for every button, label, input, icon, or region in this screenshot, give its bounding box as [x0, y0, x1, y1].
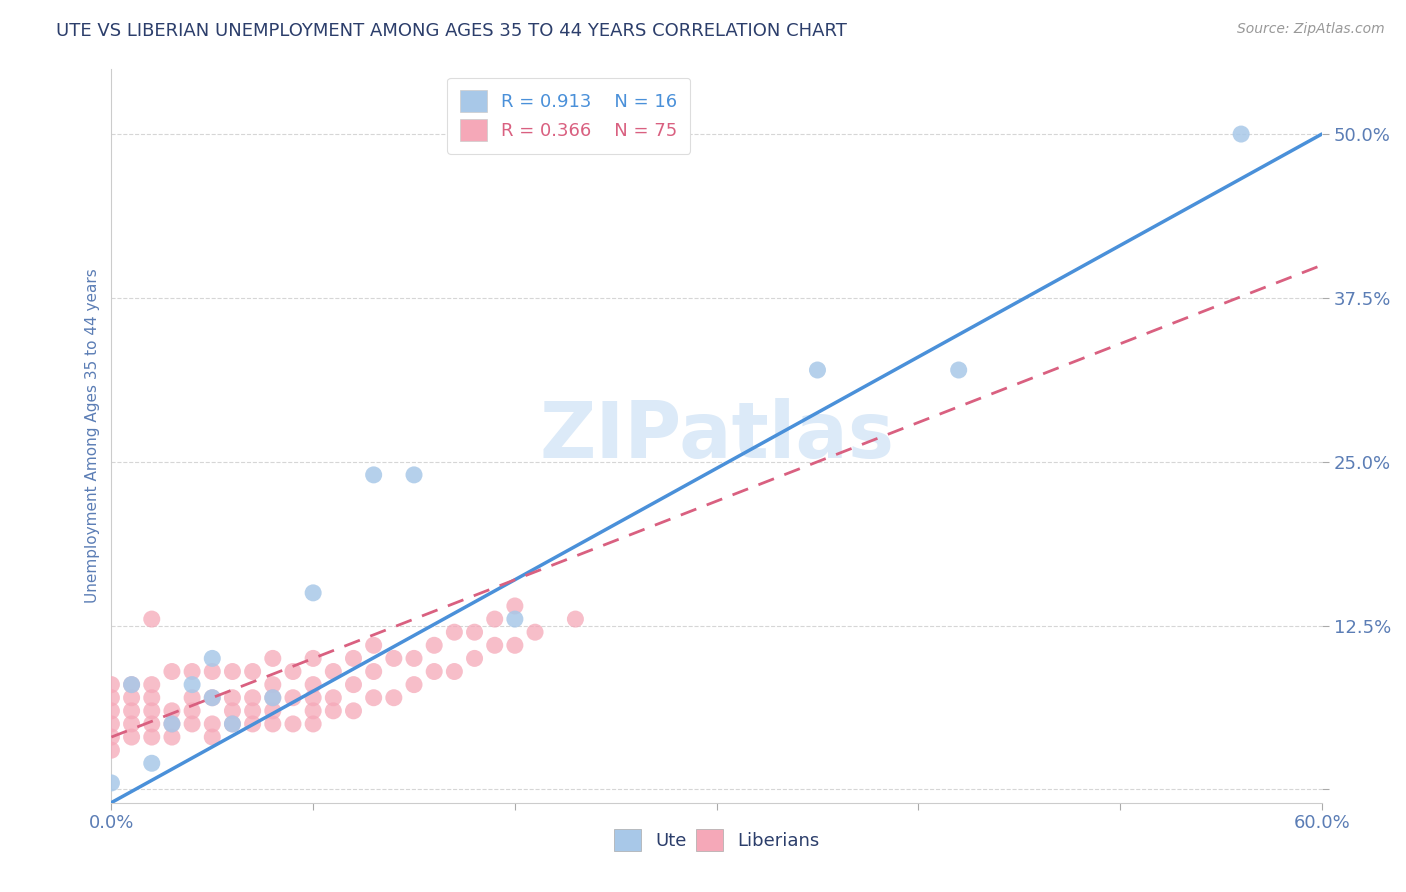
Point: [363, 690, 385, 705]
Point: [484, 612, 506, 626]
Point: [181, 665, 204, 679]
Point: [181, 704, 204, 718]
Point: [806, 363, 828, 377]
Point: [302, 717, 325, 731]
Point: [503, 638, 526, 652]
Point: [302, 690, 325, 705]
Point: [181, 690, 204, 705]
Point: [262, 651, 284, 665]
Point: [160, 665, 183, 679]
Point: [201, 730, 224, 744]
Point: [262, 690, 284, 705]
Point: [402, 678, 425, 692]
Point: [342, 651, 364, 665]
Point: [242, 704, 264, 718]
Point: [484, 638, 506, 652]
Text: Source: ZipAtlas.com: Source: ZipAtlas.com: [1237, 22, 1385, 37]
Point: [201, 690, 224, 705]
Point: [201, 665, 224, 679]
Point: [201, 690, 224, 705]
Point: [281, 665, 304, 679]
Point: [141, 756, 163, 771]
Point: [100, 690, 122, 705]
Point: [1230, 127, 1253, 141]
Point: [564, 612, 586, 626]
Point: [382, 651, 405, 665]
Y-axis label: Unemployment Among Ages 35 to 44 years: Unemployment Among Ages 35 to 44 years: [86, 268, 100, 603]
Point: [221, 704, 243, 718]
Point: [100, 717, 122, 731]
Point: [363, 638, 385, 652]
Point: [423, 638, 446, 652]
Point: [322, 665, 344, 679]
Point: [464, 651, 486, 665]
Text: UTE VS LIBERIAN UNEMPLOYMENT AMONG AGES 35 TO 44 YEARS CORRELATION CHART: UTE VS LIBERIAN UNEMPLOYMENT AMONG AGES …: [56, 22, 846, 40]
Point: [141, 690, 163, 705]
Point: [100, 704, 122, 718]
Point: [402, 467, 425, 482]
Point: [221, 717, 243, 731]
Point: [443, 665, 465, 679]
Point: [221, 717, 243, 731]
Point: [322, 690, 344, 705]
Point: [160, 717, 183, 731]
Point: [302, 678, 325, 692]
Point: [121, 678, 143, 692]
Point: [503, 612, 526, 626]
Point: [181, 678, 204, 692]
Point: [242, 690, 264, 705]
Point: [262, 717, 284, 731]
Point: [201, 651, 224, 665]
Point: [160, 730, 183, 744]
Legend: R = 0.913    N = 16, R = 0.366    N = 75: R = 0.913 N = 16, R = 0.366 N = 75: [447, 78, 690, 154]
Point: [221, 665, 243, 679]
Point: [121, 717, 143, 731]
Point: [281, 690, 304, 705]
Point: [281, 717, 304, 731]
Point: [100, 730, 122, 744]
Point: [242, 717, 264, 731]
Point: [100, 678, 122, 692]
Point: [141, 678, 163, 692]
Point: [141, 612, 163, 626]
Point: [322, 704, 344, 718]
Point: [262, 704, 284, 718]
Point: [262, 678, 284, 692]
Point: [503, 599, 526, 613]
Point: [121, 704, 143, 718]
Point: [201, 717, 224, 731]
Point: [121, 730, 143, 744]
Point: [121, 678, 143, 692]
Point: [302, 586, 325, 600]
Point: [160, 704, 183, 718]
Point: [948, 363, 970, 377]
Point: [121, 690, 143, 705]
Point: [524, 625, 547, 640]
Point: [100, 776, 122, 790]
Point: [141, 730, 163, 744]
Point: [443, 625, 465, 640]
Point: [302, 704, 325, 718]
Text: ZIPatlas: ZIPatlas: [538, 398, 894, 474]
Point: [342, 678, 364, 692]
Point: [221, 690, 243, 705]
Point: [423, 665, 446, 679]
Point: [100, 743, 122, 757]
Point: [141, 704, 163, 718]
Point: [181, 717, 204, 731]
Point: [262, 690, 284, 705]
Point: [363, 467, 385, 482]
Point: [363, 665, 385, 679]
Point: [402, 651, 425, 665]
Point: [342, 704, 364, 718]
Point: [302, 651, 325, 665]
Point: [160, 717, 183, 731]
Point: [242, 665, 264, 679]
Point: [141, 717, 163, 731]
Point: [464, 625, 486, 640]
Point: [382, 690, 405, 705]
